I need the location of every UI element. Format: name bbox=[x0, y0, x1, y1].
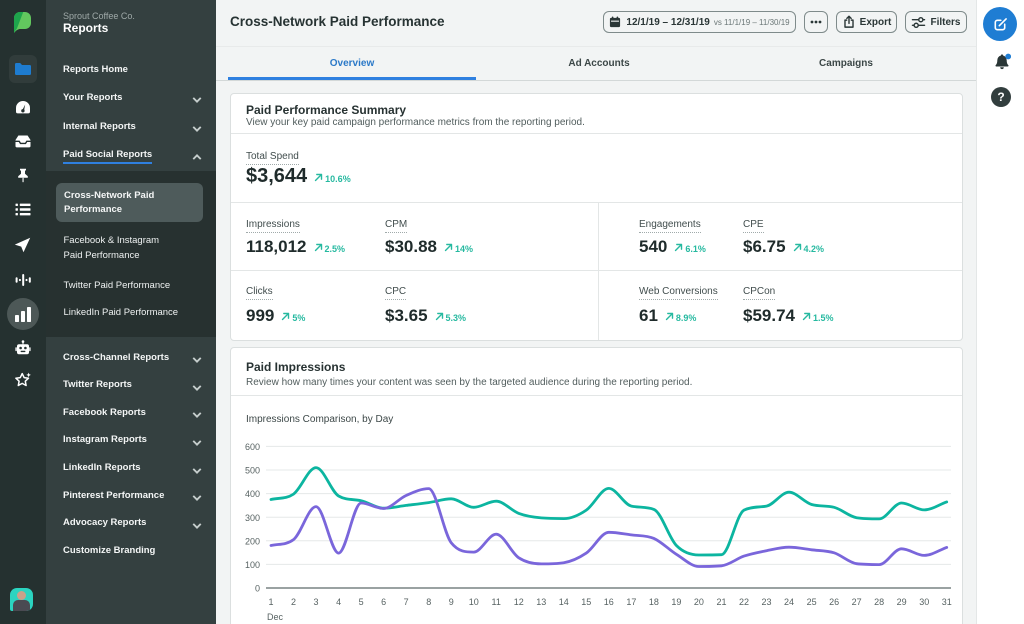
svg-text:13: 13 bbox=[536, 597, 546, 607]
svg-text:0: 0 bbox=[255, 584, 260, 594]
svg-text:26: 26 bbox=[829, 597, 839, 607]
svg-text:27: 27 bbox=[852, 597, 862, 607]
svg-text:28: 28 bbox=[874, 597, 884, 607]
svg-text:1: 1 bbox=[268, 597, 273, 607]
svg-text:8: 8 bbox=[426, 597, 431, 607]
svg-text:17: 17 bbox=[626, 597, 636, 607]
svg-text:12: 12 bbox=[514, 597, 524, 607]
svg-text:14: 14 bbox=[559, 597, 569, 607]
svg-text:31: 31 bbox=[942, 597, 952, 607]
svg-text:600: 600 bbox=[245, 442, 260, 452]
svg-text:29: 29 bbox=[897, 597, 907, 607]
svg-text:21: 21 bbox=[716, 597, 726, 607]
svg-text:200: 200 bbox=[245, 536, 260, 546]
svg-text:25: 25 bbox=[807, 597, 817, 607]
svg-text:400: 400 bbox=[245, 489, 260, 499]
svg-text:Dec: Dec bbox=[267, 612, 284, 622]
svg-text:11: 11 bbox=[492, 597, 501, 607]
svg-text:15: 15 bbox=[581, 597, 591, 607]
svg-text:10: 10 bbox=[469, 597, 479, 607]
svg-text:7: 7 bbox=[404, 597, 409, 607]
svg-text:23: 23 bbox=[761, 597, 771, 607]
svg-text:30: 30 bbox=[919, 597, 929, 607]
svg-text:20: 20 bbox=[694, 597, 704, 607]
svg-text:2: 2 bbox=[291, 597, 296, 607]
svg-text:16: 16 bbox=[604, 597, 614, 607]
svg-text:5: 5 bbox=[359, 597, 364, 607]
svg-text:3: 3 bbox=[313, 597, 318, 607]
svg-text:6: 6 bbox=[381, 597, 386, 607]
svg-text:22: 22 bbox=[739, 597, 749, 607]
svg-text:500: 500 bbox=[245, 466, 260, 476]
svg-text:19: 19 bbox=[671, 597, 681, 607]
svg-text:9: 9 bbox=[449, 597, 454, 607]
svg-text:100: 100 bbox=[245, 560, 260, 570]
svg-text:24: 24 bbox=[784, 597, 794, 607]
svg-text:18: 18 bbox=[649, 597, 659, 607]
svg-text:300: 300 bbox=[245, 513, 260, 523]
svg-text:4: 4 bbox=[336, 597, 341, 607]
